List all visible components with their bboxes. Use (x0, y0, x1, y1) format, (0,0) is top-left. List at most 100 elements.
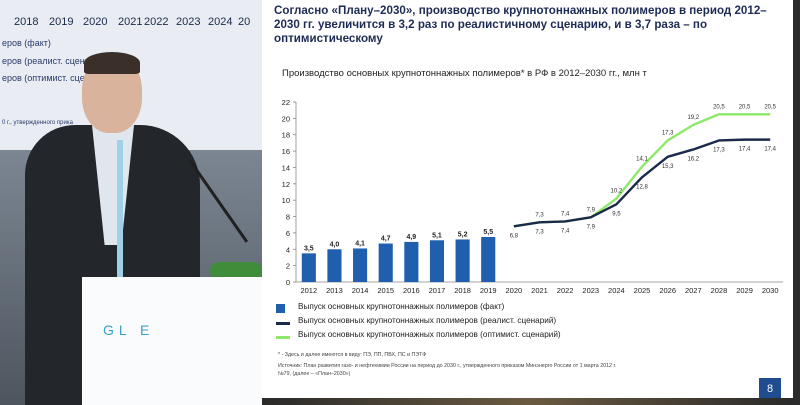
bar (327, 249, 342, 282)
speaker-hair (84, 52, 140, 74)
realistic-line-value-label: 9,5 (612, 211, 621, 217)
background-source-fragment: 0 г., утвержденного прика (2, 120, 73, 126)
footnote: * - Здесь и далее имеются в виду: ПЭ, ПП… (278, 352, 427, 358)
background-year: 2022 (144, 16, 169, 28)
optimistic-line-value-label: 14,1 (636, 157, 648, 163)
x-tick-label: 2025 (634, 286, 651, 295)
bar (404, 241, 419, 282)
y-tick-label: 16 (282, 147, 290, 156)
x-tick-label: 2023 (582, 286, 599, 295)
background-legend-fragment: еров (оптимист. сценари (2, 73, 105, 83)
background-year: 2024 (208, 16, 233, 28)
legend-label: Выпуск основных крупнотоннажных полимеро… (298, 316, 557, 325)
x-tick-label: 2024 (608, 286, 625, 295)
bar-value-label: 5,1 (432, 232, 442, 239)
bottom-photo-strip (262, 398, 793, 405)
bar-value-label: 4,7 (381, 236, 391, 243)
podium-logo: GL E (103, 322, 155, 338)
x-tick-label: 2028 (711, 286, 728, 295)
y-tick-label: 10 (282, 196, 290, 205)
x-tick-label: 2022 (557, 286, 574, 295)
bar-value-label: 4,1 (355, 240, 365, 247)
bar-value-label: 3,5 (304, 245, 314, 252)
optimistic-line-value-label: 20,5 (739, 104, 751, 110)
realistic-line-value-label: 17,4 (764, 147, 776, 153)
background-year: 2019 (49, 16, 74, 28)
y-tick-label: 14 (282, 163, 290, 172)
realistic-line-value-label: 17,3 (713, 147, 725, 153)
background-year: 2020 (83, 16, 108, 28)
realistic-line-value-label: 17,4 (739, 147, 751, 153)
x-tick-label: 2020 (506, 286, 523, 295)
background-year: 2021 (118, 16, 143, 28)
realistic-line (513, 138, 771, 228)
x-tick-label: 2014 (352, 286, 369, 295)
background-legend-fragment: еров (факт) (2, 38, 51, 48)
legend-label: Выпуск основных крупнотоннажных полимеро… (298, 302, 505, 311)
y-tick-label: 8 (286, 213, 290, 222)
podium-flowers (210, 262, 262, 280)
bar (429, 240, 445, 282)
conference-stage-photo: 2018 2019 2020 2021 2022 2023 2024 20 ер… (0, 0, 262, 405)
optimistic-line-value-label: 20,5 (713, 104, 725, 110)
x-tick-label: 2017 (429, 286, 446, 295)
presentation-slide: Согласно «Плану–2030», производство круп… (262, 0, 793, 405)
realistic-line-value-label: 12,8 (636, 184, 648, 190)
y-tick-label: 12 (282, 180, 290, 189)
legend-label: Выпуск основных крупнотоннажных полимеро… (298, 330, 561, 339)
bar-value-label: 4,0 (330, 241, 340, 248)
x-tick-label: 2012 (300, 286, 317, 295)
realistic-line-value-label: 7,3 (535, 229, 544, 235)
podium (82, 277, 262, 405)
realistic-line-value-label: 6,8 (510, 233, 519, 239)
bar (378, 243, 393, 282)
y-tick-label: 22 (282, 98, 290, 107)
x-tick-label: 2026 (659, 286, 676, 295)
x-tick-label: 2018 (454, 286, 471, 295)
legend-swatch-line (276, 322, 290, 325)
x-tick-label: 2021 (531, 286, 548, 295)
optimistic-line-value-label: 7,9 (587, 207, 596, 213)
y-tick-label: 0 (286, 278, 290, 287)
background-year: 20 (238, 16, 251, 28)
bar (353, 248, 368, 282)
x-tick-label: 2027 (685, 286, 702, 295)
background-legend-fragment: еров (реалист. сценари (2, 56, 100, 66)
optimistic-line-value-label: 20,5 (764, 104, 776, 110)
background-year: 2023 (176, 16, 201, 28)
optimistic-line-value-label: 17,3 (662, 130, 674, 136)
y-tick-label: 4 (286, 245, 290, 254)
x-tick-label: 2029 (736, 286, 753, 295)
x-tick-label: 2030 (762, 286, 779, 295)
optimistic-line-value-label: 7,4 (561, 211, 570, 217)
right-edge-strip (793, 0, 800, 405)
optimistic-line-value-label: 7,3 (535, 212, 544, 218)
bar-value-label: 4,9 (406, 234, 416, 241)
optimistic-line (513, 113, 771, 228)
realistic-line-value-label: 15,3 (662, 164, 674, 170)
background-year: 2018 (14, 16, 39, 28)
y-tick-label: 2 (286, 262, 290, 271)
bar (481, 237, 496, 282)
realistic-line-value-label: 7,4 (561, 228, 570, 234)
chart-title: Производство основных крупнотоннажных по… (282, 68, 647, 79)
realistic-line-value-label: 7,9 (587, 224, 596, 230)
slide-title: Согласно «Плану–2030», производство круп… (274, 4, 767, 45)
optimistic-line-value-label: 19,2 (687, 115, 699, 121)
x-tick-label: 2015 (377, 286, 394, 295)
y-tick-label: 18 (282, 131, 290, 140)
source-note: Источник: План развития газо- и нефтехим… (278, 363, 617, 377)
badge-lanyard (117, 140, 123, 290)
legend-swatch-line (276, 336, 290, 339)
optimistic-line-value-label: 10,2 (611, 189, 623, 195)
realistic-line-value-label: 16,2 (687, 156, 699, 162)
y-tick-label: 20 (282, 114, 290, 123)
bar (301, 253, 316, 282)
x-tick-label: 2016 (403, 286, 420, 295)
x-tick-label: 2013 (326, 286, 343, 295)
x-tick-label: 2019 (480, 286, 497, 295)
bar-value-label: 5,2 (458, 231, 468, 238)
y-tick-label: 6 (286, 229, 290, 238)
bar-value-label: 5,5 (483, 229, 493, 236)
